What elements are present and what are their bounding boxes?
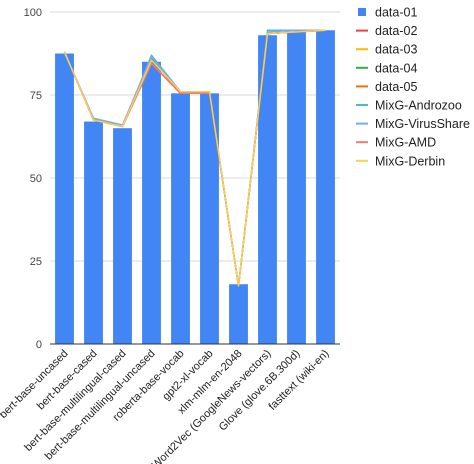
bar <box>142 61 161 345</box>
legend-label: data-02 <box>375 24 417 38</box>
legend-label: data-03 <box>375 43 417 57</box>
legend-label: MixG-VirusShare <box>375 117 470 131</box>
bar <box>84 121 103 344</box>
bar <box>200 93 219 344</box>
y-tick-label: 100 <box>24 7 42 19</box>
bar <box>171 93 190 344</box>
y-tick-label: 75 <box>30 90 42 102</box>
series-line <box>63 29 326 287</box>
y-tick-label: 50 <box>30 173 42 185</box>
legend-label: MixG-AMD <box>375 136 436 150</box>
bars <box>55 30 335 345</box>
bar <box>113 128 132 344</box>
series-line <box>63 29 326 287</box>
bar <box>258 35 277 345</box>
series-line <box>63 29 326 287</box>
bar <box>55 53 74 344</box>
series-lines <box>63 29 326 287</box>
series-line <box>63 29 326 287</box>
y-tick-label: 25 <box>30 256 42 268</box>
series-line <box>63 29 326 287</box>
y-tick-label: 0 <box>36 339 42 351</box>
legend-swatch <box>358 8 366 16</box>
bar <box>316 30 335 344</box>
legend-label: MixG-Androzoo <box>375 99 462 113</box>
bar <box>229 284 248 344</box>
series-line <box>63 29 326 287</box>
legend-label: data-04 <box>375 61 417 75</box>
series-line <box>63 29 326 287</box>
legend: data-01 data-02 data-03 data-04 data-05 MixG-… <box>356 6 470 168</box>
legend-label: MixG-Derbin <box>375 154 445 168</box>
legend-label: data-01 <box>375 6 417 20</box>
legend-label: data-05 <box>375 80 417 94</box>
series-line <box>63 29 326 287</box>
bar <box>287 31 306 344</box>
